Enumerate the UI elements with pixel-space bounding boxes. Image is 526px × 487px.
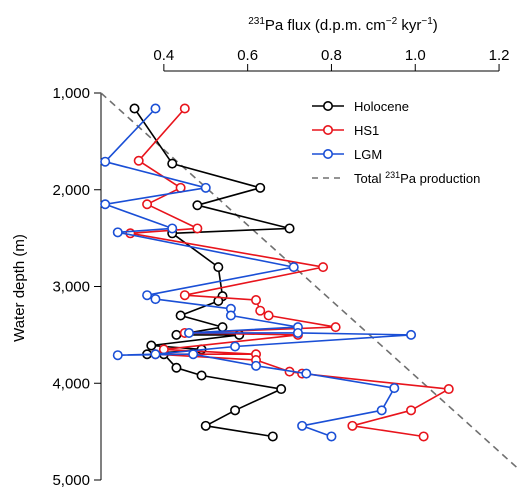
data-point-hs1 <box>347 420 358 431</box>
data-point-hs1 <box>418 431 429 442</box>
x-tick-label: 0.6 <box>237 47 258 64</box>
data-point-hs1 <box>125 228 136 239</box>
data-point-hs1 <box>142 199 153 210</box>
data-point-lgm <box>100 199 111 210</box>
data-point-lgm <box>167 223 178 234</box>
data-point-lgm <box>297 420 308 431</box>
x-axis-title-part: Pa flux (d.p.m. cm <box>265 17 386 34</box>
data-point-holocene <box>213 262 224 273</box>
data-point-hs1 <box>406 405 417 416</box>
legend-label-holocene: Holocene <box>354 99 409 114</box>
data-point-holocene <box>171 362 182 373</box>
legend-label-hs1: HS1 <box>354 123 379 138</box>
x-axis-title-part: ) <box>433 17 438 34</box>
data-point-lgm <box>230 341 241 352</box>
series-layer <box>100 103 454 442</box>
x-tick-label: 0.4 <box>153 47 174 64</box>
data-point-lgm <box>301 368 312 379</box>
data-point-holocene <box>267 431 278 442</box>
x-axis-title-superscript: −2 <box>386 16 398 27</box>
legend-label-total-production: Total 231Pa production <box>354 170 480 186</box>
data-point-hs1 <box>263 310 274 321</box>
data-point-lgm <box>288 262 299 273</box>
data-point-holocene <box>175 310 186 321</box>
y-tick-label: 4,000 <box>52 375 90 392</box>
data-point-holocene <box>146 340 157 351</box>
data-point-hs1 <box>318 262 329 273</box>
x-axis-title-superscript: 231 <box>248 16 265 27</box>
data-point-holocene <box>167 158 178 169</box>
data-point-holocene <box>284 223 295 234</box>
y-axis-title: Water depth (m) <box>11 234 28 342</box>
data-point-lgm <box>188 349 199 360</box>
data-point-lgm <box>200 182 211 193</box>
data-point-hs1 <box>179 103 190 114</box>
series-hs1 <box>125 103 454 442</box>
y-tick-label: 3,000 <box>52 279 90 296</box>
data-point-holocene <box>129 103 140 114</box>
data-point-lgm <box>112 227 123 238</box>
data-point-lgm <box>406 329 417 340</box>
data-point-lgm <box>150 294 161 305</box>
data-point-holocene <box>196 370 207 381</box>
legend-label-part: Pa production <box>400 171 480 186</box>
data-point-lgm <box>100 156 111 167</box>
x-axis-title-part: kyr <box>397 17 421 34</box>
data-point-lgm <box>150 103 161 114</box>
data-point-hs1 <box>192 223 203 234</box>
data-point-holocene <box>171 329 182 340</box>
data-point-lgm <box>142 290 153 301</box>
data-point-holocene <box>234 329 245 340</box>
data-point-hs1 <box>251 295 262 306</box>
legend-marker-holocene <box>322 101 333 112</box>
data-point-lgm <box>112 350 123 361</box>
legend-marker-hs1 <box>322 125 333 136</box>
legend: Holocene HS1 LGM Total 231Pa production <box>312 99 480 186</box>
legend-label-superscript: 231 <box>385 170 400 180</box>
x-axis-title: 231Pa flux (d.p.m. cm−2 kyr−1) <box>248 16 438 34</box>
data-point-holocene <box>276 384 287 395</box>
data-point-lgm <box>326 431 337 442</box>
data-point-hs1 <box>179 290 190 301</box>
data-point-holocene <box>217 322 228 333</box>
axes: 0.4 0.6 0.8 1.0 1.2 1,000 2,000 3,000 4,000 5,000 <box>52 47 509 487</box>
data-point-hs1 <box>255 305 266 316</box>
data-point-lgm <box>251 360 262 371</box>
data-point-holocene <box>200 420 211 431</box>
series-line-hs1 <box>129 107 450 438</box>
legend-label-lgm: LGM <box>354 147 382 162</box>
data-point-holocene <box>192 200 203 211</box>
x-axis-title-superscript: −1 <box>421 16 433 27</box>
data-point-lgm <box>150 349 161 360</box>
data-point-holocene <box>230 405 241 416</box>
x-tick-label: 1.2 <box>489 47 510 64</box>
legend-label-part: Total <box>354 171 385 186</box>
y-tick-label: 1,000 <box>52 85 90 102</box>
reference-line-layer <box>100 92 521 471</box>
data-point-holocene <box>255 182 266 193</box>
legend-marker-lgm <box>322 149 333 160</box>
data-point-lgm <box>376 405 387 416</box>
data-point-hs1 <box>443 384 454 395</box>
data-point-lgm <box>225 310 236 321</box>
y-tick-label: 2,000 <box>52 182 90 199</box>
y-tick-label: 5,000 <box>52 472 90 487</box>
data-point-hs1 <box>330 322 341 333</box>
data-point-lgm <box>389 383 400 394</box>
data-point-lgm <box>183 327 194 338</box>
series-lgm <box>100 103 417 442</box>
data-point-lgm <box>292 327 303 338</box>
x-tick-label: 0.8 <box>321 47 342 64</box>
data-point-hs1 <box>133 155 144 166</box>
x-tick-label: 1.0 <box>405 47 426 64</box>
total-pa-production-line <box>100 92 521 471</box>
